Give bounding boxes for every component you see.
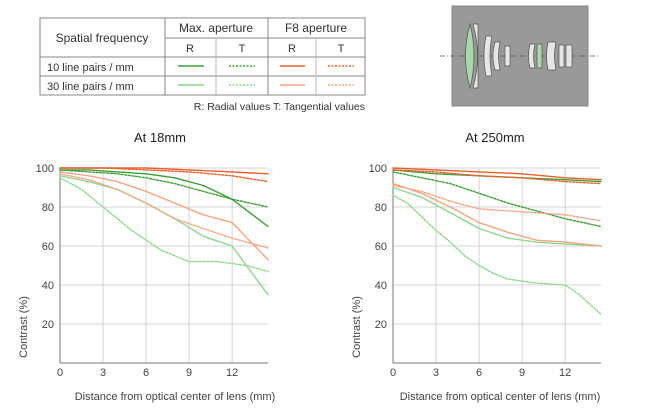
x-axis-label: Distance from optical center of lens (mm… <box>400 391 601 403</box>
series-line-max-10-T <box>59 169 269 208</box>
y-tick-label: 80 <box>375 202 387 214</box>
x-tick-label: 6 <box>476 367 482 379</box>
y-tick-label: 100 <box>36 163 54 175</box>
series-line-max-30-R <box>59 175 269 296</box>
legend-sub-t-f8: T <box>338 43 345 55</box>
grid <box>59 167 268 363</box>
lens-diagram <box>440 5 600 107</box>
series-line-max-30-T <box>392 194 602 315</box>
y-tick-label: 100 <box>369 163 387 175</box>
chart-250mm: At 250mm Contrast (%) Distance from opti… <box>351 130 602 403</box>
legend-sub-t-max: T <box>239 43 246 55</box>
series-line-f8-30-R <box>59 171 269 261</box>
series-line-f8-30-R <box>392 182 602 247</box>
y-axis-label: Contrast (%) <box>18 296 30 358</box>
y-tick-label: 40 <box>42 280 54 292</box>
x-tick-label: 12 <box>226 367 238 379</box>
x-tick-label: 3 <box>100 367 106 379</box>
y-tick-label: 20 <box>375 319 387 331</box>
legend-col-f8-aperture: F8 aperture <box>285 21 347 35</box>
x-tick-label: 9 <box>186 367 192 379</box>
series-line-f8-30-T <box>59 173 269 249</box>
y-axis-label: Contrast (%) <box>351 296 363 358</box>
chart-title: At 250mm <box>465 130 524 145</box>
series-line-max-30-T <box>59 177 269 273</box>
x-tick-label: 6 <box>143 367 149 379</box>
y-tick-label: 20 <box>42 319 54 331</box>
y-tick-label: 40 <box>375 280 387 292</box>
series-line-f8-10-T <box>59 167 269 183</box>
legend-row-header: Spatial frequency <box>56 31 149 45</box>
legend-sub-r-max: R <box>186 43 194 55</box>
chart-18mm: At 18mm Contrast (%) Distance from optic… <box>18 130 275 403</box>
series-line-f8-10-R <box>392 167 602 181</box>
x-tick-label: 0 <box>390 367 396 379</box>
y-tick-label: 60 <box>375 241 387 253</box>
y-tick-label: 60 <box>42 241 54 253</box>
legend-sub-r-f8: R <box>288 43 296 55</box>
legend-row-30lp: 30 line pairs / mm <box>47 81 134 93</box>
legend-note: R: Radial values T: Tangential values <box>194 101 365 113</box>
series-line-max-10-T <box>392 171 602 228</box>
legend-col-max-aperture: Max. aperture <box>179 21 253 35</box>
x-tick-label: 9 <box>519 367 525 379</box>
x-tick-label: 12 <box>559 367 571 379</box>
y-tick-label: 80 <box>42 202 54 214</box>
x-tick-label: 3 <box>433 367 439 379</box>
x-axis-label: Distance from optical center of lens (mm… <box>75 391 276 403</box>
grid <box>392 167 601 363</box>
series-line-max-30-R <box>392 186 602 247</box>
legend-row-10lp: 10 line pairs / mm <box>47 62 134 74</box>
series-line-f8-30-T <box>392 184 602 222</box>
series-line-max-10-R <box>59 169 269 228</box>
series-line-f8-10-T <box>392 169 602 185</box>
chart-title: At 18mm <box>134 130 186 145</box>
legend-table: Spatial frequency Max. aperture F8 apert… <box>39 17 366 113</box>
x-tick-label: 0 <box>57 367 63 379</box>
